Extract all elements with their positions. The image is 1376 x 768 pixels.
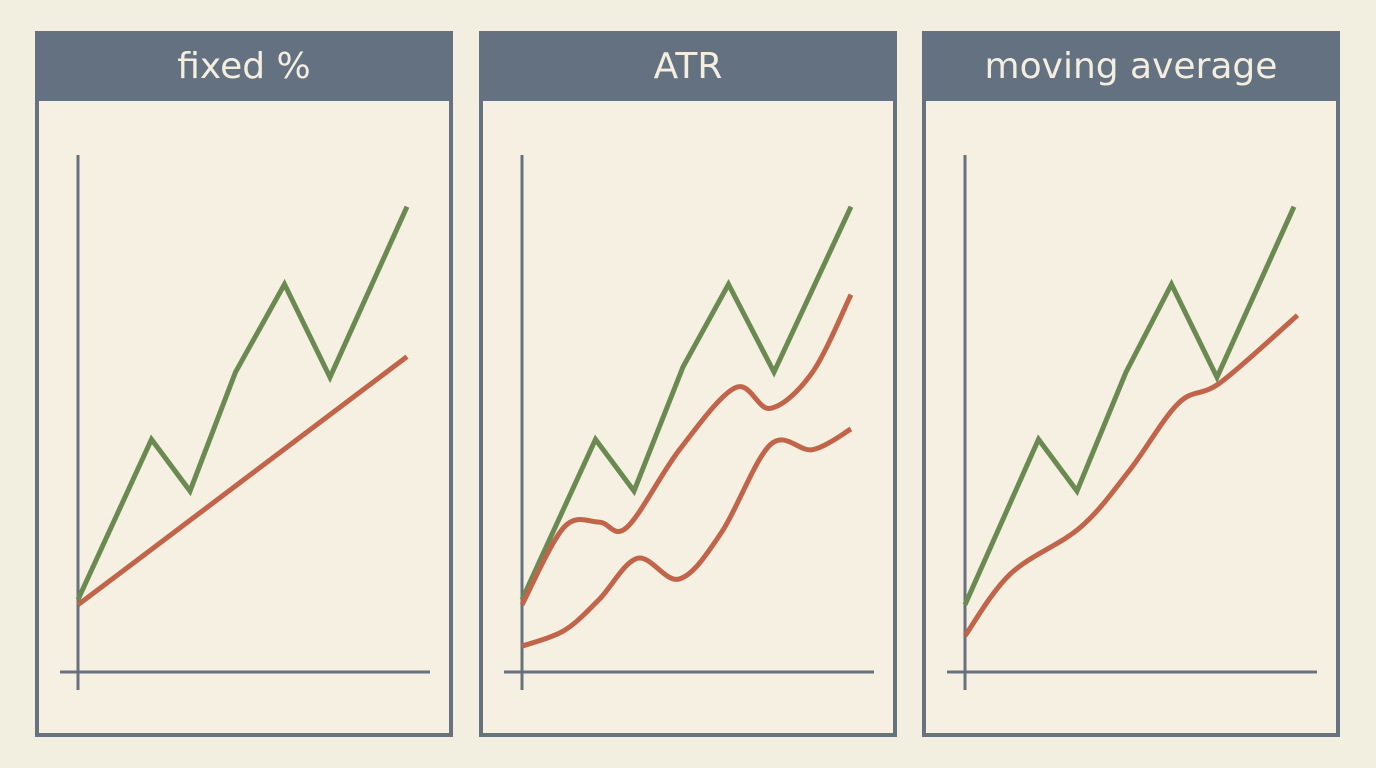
- panel-header: [479, 31, 897, 101]
- data-line: [75, 205, 410, 601]
- panel-frame: [922, 31, 1340, 737]
- data-line: [76, 354, 409, 607]
- panel: moving average: [922, 31, 1340, 737]
- data-line: [962, 313, 1300, 638]
- data-line: [519, 205, 854, 601]
- data-line: [521, 426, 853, 649]
- panel-title: moving average: [985, 46, 1278, 87]
- panel-header: [35, 31, 453, 101]
- panel-header: [922, 31, 1340, 101]
- panel-frame: [479, 31, 897, 737]
- panel: fixed %: [35, 31, 453, 737]
- panel-title: ATR: [654, 46, 723, 87]
- data-line: [519, 293, 854, 606]
- data-line: [962, 205, 1297, 606]
- panel-frame: [35, 31, 453, 737]
- panel: ATR: [479, 31, 897, 737]
- panel-title: fixed %: [177, 46, 311, 87]
